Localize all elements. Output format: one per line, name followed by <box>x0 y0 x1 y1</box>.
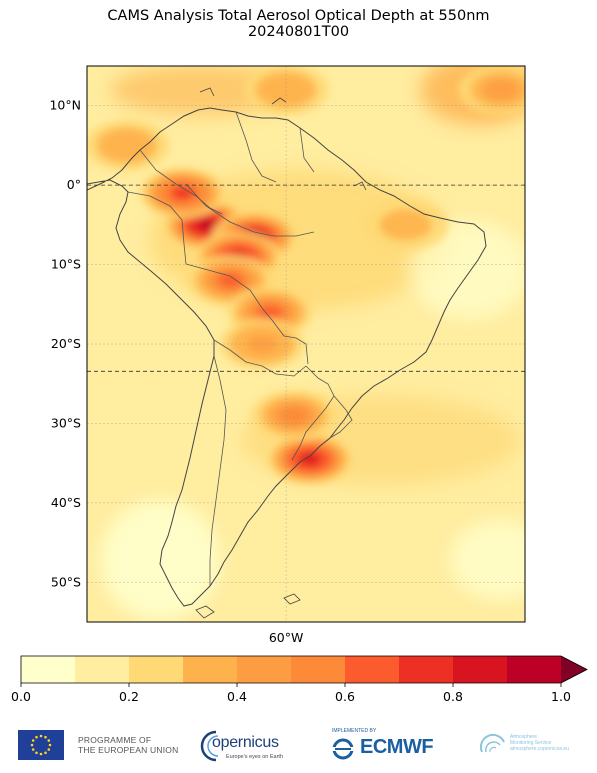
latitude-tick-labels: 10°N 0° 10°S 20°S 30°S 40°S 50°S <box>49 98 81 590</box>
eu-line2: THE EUROPEAN UNION <box>78 745 179 755</box>
colorbar-bin <box>507 656 562 683</box>
longitude-tick-labels: 60°W <box>269 630 304 645</box>
colorbar-tick-label: 0.4 <box>227 689 247 704</box>
colorbar-tick-label: 1.0 <box>551 689 571 704</box>
lon-tick-label: 60°W <box>269 630 304 645</box>
map-area <box>87 66 525 622</box>
colorbar-bin <box>183 656 238 683</box>
aod-plumes <box>87 66 525 485</box>
map-figure: 10°N0°10°S20°S30°S40°S50°S 60°W 0.0 0.2 0.… <box>11 65 588 704</box>
colorbar-bin <box>291 656 346 683</box>
eu-programme-text: PROGRAMME OF THE EUROPEAN UNION <box>78 735 178 755</box>
colorbar-bin <box>399 656 454 683</box>
aod-plume-5-ring-4 <box>258 304 283 320</box>
copernicus-wordmark: opernicus <box>212 734 279 751</box>
aod-plume-7-ring-3 <box>279 406 309 425</box>
aod-plume-10-ring-2 <box>482 78 520 102</box>
colorbar-extend-arrow <box>561 656 587 683</box>
colorbar-bin <box>75 656 130 683</box>
lat-tick-label: 50°S <box>51 574 81 589</box>
aod-plume-4-ring-4 <box>218 273 243 288</box>
colorbar-bin <box>21 656 76 683</box>
aod-plume-11-ring-2 <box>267 78 305 102</box>
aod-plume-8-ring-3 <box>247 335 277 353</box>
small-islands <box>195 87 367 619</box>
colorbar-bin <box>345 656 400 683</box>
colorbar-tick-label: 0.6 <box>335 689 355 704</box>
colorbar-bin <box>129 656 184 683</box>
colorbar-outline <box>20 655 588 684</box>
colorbar <box>20 655 588 684</box>
aod-plume-6-ring-7 <box>302 454 318 464</box>
country-borders <box>127 111 353 586</box>
colorbar-tick-label: 0.2 <box>119 689 139 704</box>
lat-tick-label: 20°S <box>51 336 81 351</box>
ecmwf-mark-icon <box>332 738 354 760</box>
eu-line1: PROGRAMME OF <box>78 735 152 745</box>
colorbar-bin <box>237 656 292 683</box>
cams-line3: atmosphere.copernicus.eu <box>510 746 569 752</box>
copernicus-logo-icon <box>200 730 219 762</box>
cams-line1: Atmosphere <box>510 734 537 740</box>
cams-line2: Monitoring Service <box>510 740 552 746</box>
cams-logo-icon <box>479 733 505 753</box>
eu-flag-icon <box>18 730 64 760</box>
colorbar-bin <box>453 656 508 683</box>
ecmwf-implemented-by: IMPLEMENTED BY <box>332 728 377 734</box>
copernicus-tagline: Europe's eyes on Earth <box>226 754 284 760</box>
ecmwf-wordmark: ECMWF <box>360 736 434 758</box>
logo-footer: PROGRAMME OF THE EUROPEAN UNION opernicu… <box>0 720 597 770</box>
colorbar-tick-label: 0.0 <box>11 689 31 704</box>
gridlines <box>87 66 525 622</box>
lat-tick-label: 30°S <box>51 415 81 430</box>
lat-tick-label: 40°S <box>51 495 81 510</box>
cams-text: Atmosphere Monitoring Service atmosphere… <box>510 734 569 752</box>
aod-plume-12-ring-1 <box>379 209 432 241</box>
lat-tick-label: 10°S <box>51 257 81 272</box>
aod-plume-9-ring-2 <box>107 134 146 157</box>
map-frame <box>86 65 526 623</box>
lat-tick-label: 10°N <box>49 98 81 113</box>
chart-title: CAMS Analysis Total Aerosol Optical Dept… <box>107 8 490 24</box>
chart-subtitle-date: 20240801T00 <box>247 24 350 40</box>
colorbar-tick-label: 0.8 <box>443 689 463 704</box>
aod-plume-0-ring-8 <box>199 220 214 230</box>
lat-tick-label: 0° <box>67 177 81 192</box>
south-america-coastline <box>87 107 487 607</box>
aod-plume-2-ring-6 <box>173 187 192 199</box>
colorbar-tick-labels: 0.0 0.2 0.4 0.6 0.8 1.0 <box>11 683 571 704</box>
